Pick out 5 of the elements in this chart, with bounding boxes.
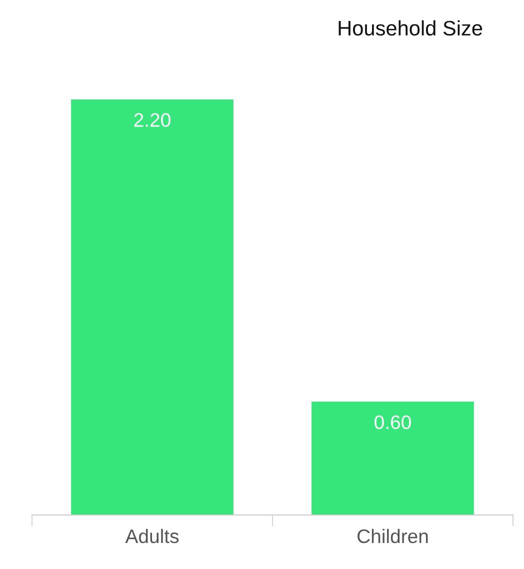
x-tick-label: Adults [125, 528, 179, 544]
data-label: 2.20 [134, 113, 170, 127]
x-tick-label: Children [358, 528, 428, 544]
data-label: 0.60 [374, 415, 411, 430]
chart-title: Household Size [338, 20, 482, 36]
